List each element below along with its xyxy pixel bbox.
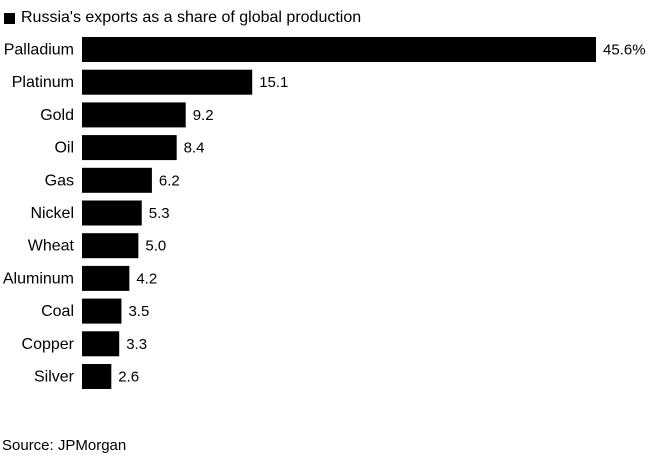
bar-gold: [82, 102, 186, 128]
value-label-platinum: 15.1: [259, 74, 288, 91]
category-label-silver: Silver: [34, 369, 75, 386]
category-label-gas: Gas: [45, 172, 74, 189]
bar-palladium: [82, 37, 596, 62]
value-label-wheat: 5.0: [145, 238, 166, 255]
category-label-aluminum: Aluminum: [3, 270, 74, 287]
value-label-coal: 3.5: [128, 303, 149, 320]
category-label-oil: Oil: [54, 140, 74, 157]
value-label-nickel: 5.3: [149, 205, 170, 222]
source-note: Source: JPMorgan: [2, 437, 127, 454]
value-label-palladium: 45.6%: [603, 42, 646, 59]
category-label-gold: Gold: [40, 107, 74, 124]
category-label-platinum: Platinum: [12, 74, 74, 91]
value-label-copper: 3.3: [126, 336, 147, 353]
bar-nickel: [82, 200, 142, 226]
legend-label: Russia's exports as a share of global pr…: [21, 9, 362, 26]
bar-silver: [82, 364, 112, 389]
value-label-oil: 8.4: [184, 140, 205, 157]
legend-swatch: [4, 12, 15, 24]
category-label-palladium: Palladium: [4, 42, 74, 59]
bar-copper: [82, 331, 120, 357]
bar-coal: [82, 298, 122, 324]
category-label-nickel: Nickel: [30, 205, 74, 222]
category-label-copper: Copper: [22, 336, 75, 353]
bar-gas: [82, 167, 152, 193]
legend: Russia's exports as a share of global pr…: [4, 8, 361, 28]
bar-aluminum: [82, 265, 130, 291]
bar-oil: [82, 135, 177, 161]
value-label-silver: 2.6: [118, 369, 139, 386]
value-label-aluminum: 4.2: [136, 270, 157, 287]
category-label-coal: Coal: [41, 303, 74, 320]
value-label-gold: 9.2: [193, 107, 214, 124]
bar-wheat: [82, 233, 139, 259]
value-label-gas: 6.2: [159, 172, 180, 189]
bar-platinum: [82, 69, 253, 95]
category-label-wheat: Wheat: [28, 238, 75, 255]
